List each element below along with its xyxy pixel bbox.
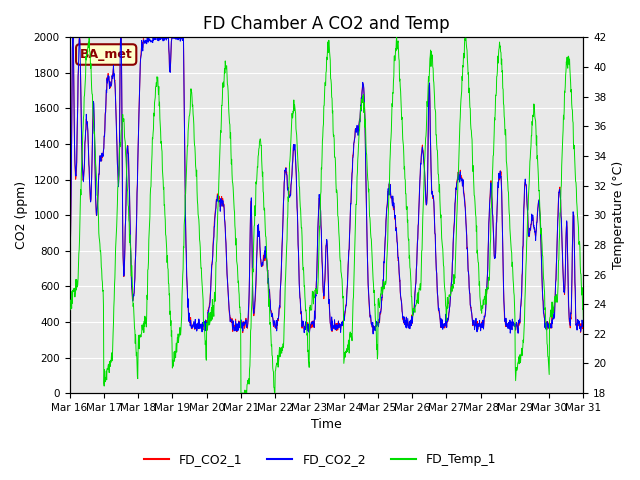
Legend: FD_CO2_1, FD_CO2_2, FD_Temp_1: FD_CO2_1, FD_CO2_2, FD_Temp_1 bbox=[139, 448, 501, 471]
Title: FD Chamber A CO2 and Temp: FD Chamber A CO2 and Temp bbox=[203, 15, 450, 33]
Text: BA_met: BA_met bbox=[80, 48, 132, 61]
Y-axis label: Temperature (°C): Temperature (°C) bbox=[612, 161, 625, 269]
Y-axis label: CO2 (ppm): CO2 (ppm) bbox=[15, 181, 28, 249]
X-axis label: Time: Time bbox=[311, 419, 342, 432]
